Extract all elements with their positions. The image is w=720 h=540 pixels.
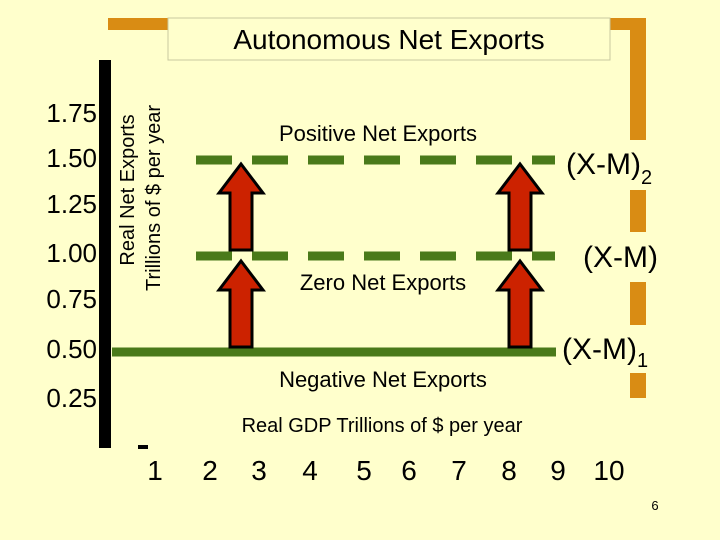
x-tick-label: 5	[356, 455, 372, 486]
x-tick-label: 8	[501, 455, 517, 486]
label-xm1: (X-M)1	[562, 333, 648, 372]
x-tick-label: 10	[593, 455, 624, 486]
label-positive-net-exports: Positive Net Exports	[279, 121, 477, 146]
arrow-up-right-lower	[494, 258, 546, 349]
label-zero-net-exports: Zero Net Exports	[300, 270, 466, 295]
x-tick-label: 4	[302, 455, 318, 486]
x-axis-origin-mark	[138, 445, 148, 449]
x-tick-label: 1	[147, 455, 163, 486]
label-xm2: (X-M)2	[566, 148, 652, 189]
arrow-up-left-lower	[215, 258, 267, 349]
label-box-upper	[560, 140, 688, 190]
y-tick-label: 0.75	[46, 284, 97, 314]
label-box-lower	[558, 325, 683, 373]
y-axis-label-line2: Trillions of $ per year	[143, 105, 165, 291]
chart-title: Autonomous Net Exports	[233, 24, 544, 55]
arrow-up-right-upper	[494, 161, 546, 252]
y-tick-label: 1.25	[46, 189, 97, 219]
page-number: 6	[651, 498, 658, 513]
arrow-up-left-upper	[215, 161, 267, 252]
y-tick-label: 0.25	[46, 383, 97, 413]
label-negative-net-exports: Negative Net Exports	[279, 367, 487, 392]
y-tick-label: 1.00	[46, 238, 97, 268]
label-box-middle	[572, 232, 682, 282]
y-tick-label: 1.50	[46, 143, 97, 173]
label-xm: (X-M)	[583, 241, 658, 274]
x-tick-label: 9	[550, 455, 566, 486]
y-axis	[99, 60, 111, 448]
title-box	[167, 17, 611, 61]
y-tick-label: 1.75	[46, 98, 97, 128]
x-tick-label: 6	[401, 455, 417, 486]
y-tick-label: 0.50	[46, 334, 97, 364]
x-tick-label: 3	[251, 455, 267, 486]
x-axis-label: Real GDP Trillions of $ per year	[242, 415, 523, 437]
y-axis-label-line1: Real Net Exports	[117, 114, 139, 265]
x-tick-label: 2	[202, 455, 218, 486]
x-tick-label: 7	[451, 455, 467, 486]
frame-right-bar	[630, 18, 646, 398]
